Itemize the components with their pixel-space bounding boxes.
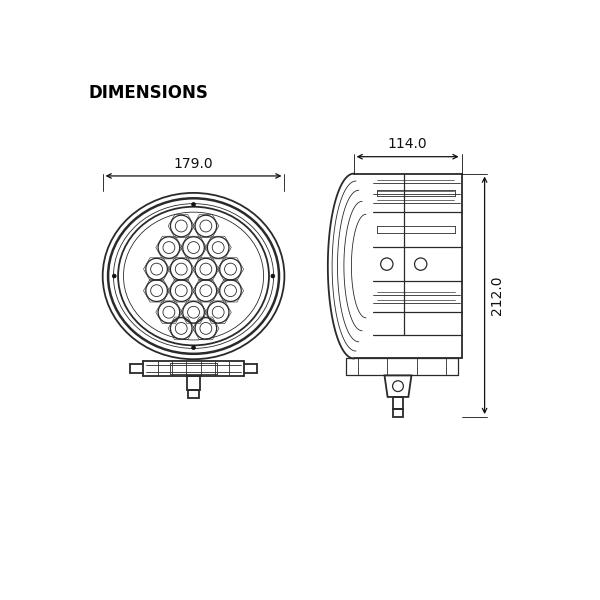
Text: 212.0: 212.0 xyxy=(490,275,504,315)
Circle shape xyxy=(112,274,116,278)
Text: 114.0: 114.0 xyxy=(388,137,427,151)
Text: DIMENSIONS: DIMENSIONS xyxy=(88,83,208,101)
Text: 179.0: 179.0 xyxy=(174,157,214,170)
Circle shape xyxy=(271,274,275,278)
Bar xyxy=(394,409,403,417)
Bar xyxy=(392,397,403,409)
Bar xyxy=(188,390,199,398)
Circle shape xyxy=(191,203,196,206)
Circle shape xyxy=(191,346,196,350)
Bar xyxy=(187,376,200,390)
